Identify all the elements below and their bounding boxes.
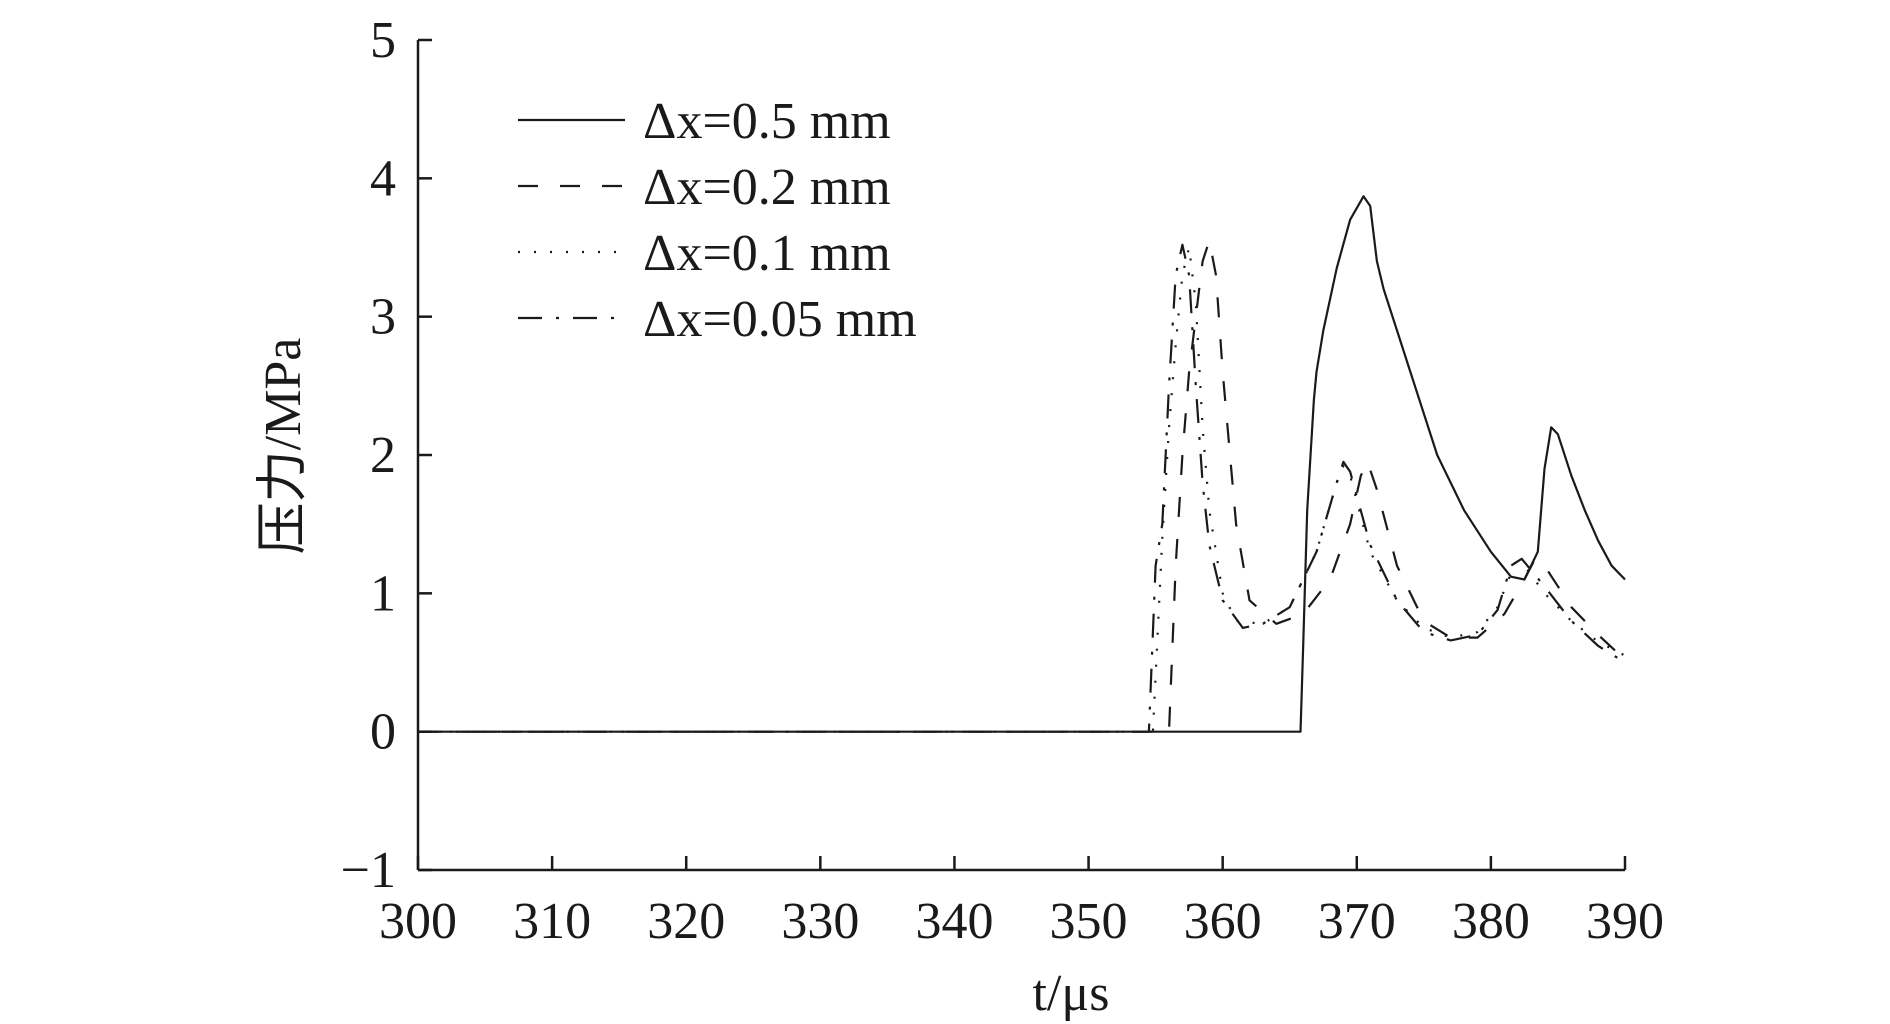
x-tick-label: 360 (1184, 893, 1262, 950)
x-tick-label: 340 (915, 893, 993, 950)
x-axis-title: t/μs (1032, 965, 1109, 1022)
y-tick-label: 4 (370, 150, 396, 207)
plot-area (418, 195, 1626, 733)
y-tick-label: 1 (370, 565, 396, 622)
x-tick-label: 370 (1318, 893, 1396, 950)
y-tick-label: 2 (370, 427, 396, 484)
x-tick-label: 310 (513, 893, 591, 950)
axes: 300 310 320 330 340 350 360 370 380 390 5 4 3 2 1 0 −1 (341, 12, 1664, 950)
legend: Δx=0.5 mm Δx=0.2 mm Δx=0.1 mm Δx=0.05 mm (518, 93, 917, 348)
x-tick-label: 300 (379, 893, 457, 950)
y-tick-label: −1 (341, 842, 396, 899)
x-tick-label: 380 (1452, 893, 1530, 950)
series-line-2 (418, 239, 1626, 733)
y-tick-label: 0 (370, 704, 396, 761)
x-tick-label: 390 (1586, 893, 1664, 950)
legend-label-4: Δx=0.05 mm (643, 291, 917, 348)
x-tick-label: 350 (1050, 893, 1128, 950)
legend-label-1: Δx=0.5 mm (643, 93, 891, 150)
series-line-3 (418, 246, 1626, 733)
x-tick-label: 330 (781, 893, 859, 950)
x-tick-label: 320 (647, 893, 725, 950)
legend-label-2: Δx=0.2 mm (643, 159, 891, 216)
y-axis-title: 压力/MPa (255, 338, 312, 555)
series-line-4 (418, 243, 1626, 733)
legend-label-3: Δx=0.1 mm (643, 225, 891, 282)
series-line-1 (418, 195, 1626, 733)
y-tick-label: 5 (370, 12, 396, 69)
y-tick-label: 3 (370, 289, 396, 346)
